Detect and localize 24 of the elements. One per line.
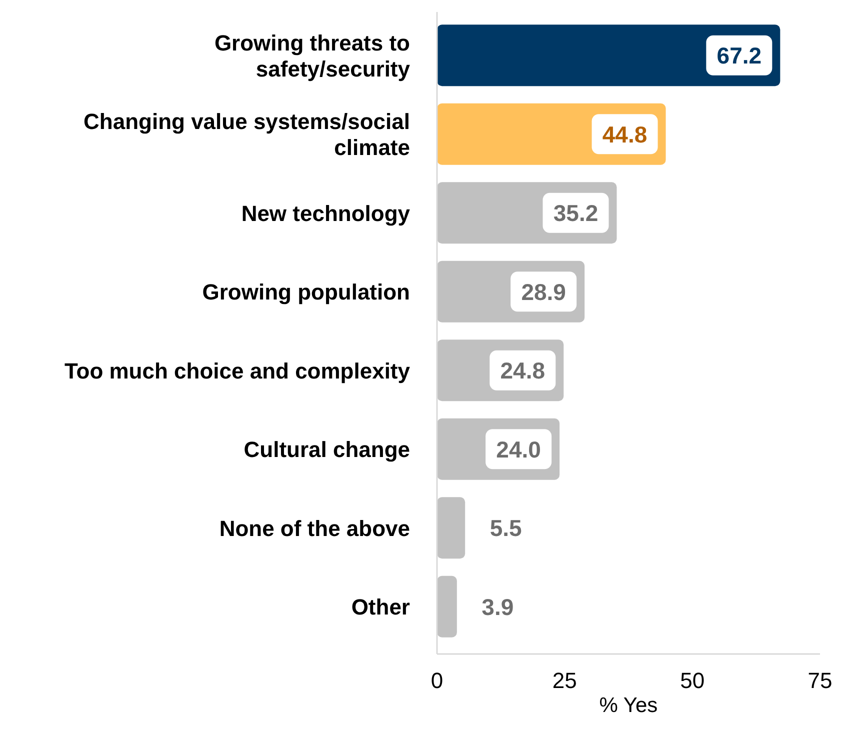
bar	[437, 576, 457, 638]
data-label: 67.2	[716, 42, 762, 69]
data-label: 5.5	[490, 515, 522, 542]
data-label: 44.8	[602, 121, 648, 148]
data-label: 24.8	[500, 358, 546, 384]
x-tick-label: 25	[552, 668, 577, 693]
x-tick-label: 75	[808, 668, 832, 693]
y-tick-label: Growing population	[202, 280, 410, 305]
y-tick-label: Cultural change	[244, 437, 410, 462]
y-tick-label: New technology	[241, 200, 411, 226]
y-tick-label: Growing threats to safety/security	[214, 30, 411, 82]
x-axis-title: % Yes	[599, 694, 658, 717]
data-label: 35.2	[553, 200, 598, 226]
x-tick-label: 0	[430, 668, 444, 693]
y-tick-label: None of the above	[219, 516, 410, 541]
bar	[437, 497, 466, 559]
data-label: 24.0	[496, 436, 541, 462]
y-tick-label: Other	[351, 594, 410, 620]
y-tick-label: Too much choice and complexity	[64, 358, 411, 384]
data-label: 3.9	[482, 594, 514, 620]
data-label: 28.9	[521, 278, 566, 305]
bar	[437, 24, 780, 86]
y-tick-label: Changing value systems/social climate	[84, 109, 410, 160]
x-tick-label: 50	[680, 668, 705, 693]
